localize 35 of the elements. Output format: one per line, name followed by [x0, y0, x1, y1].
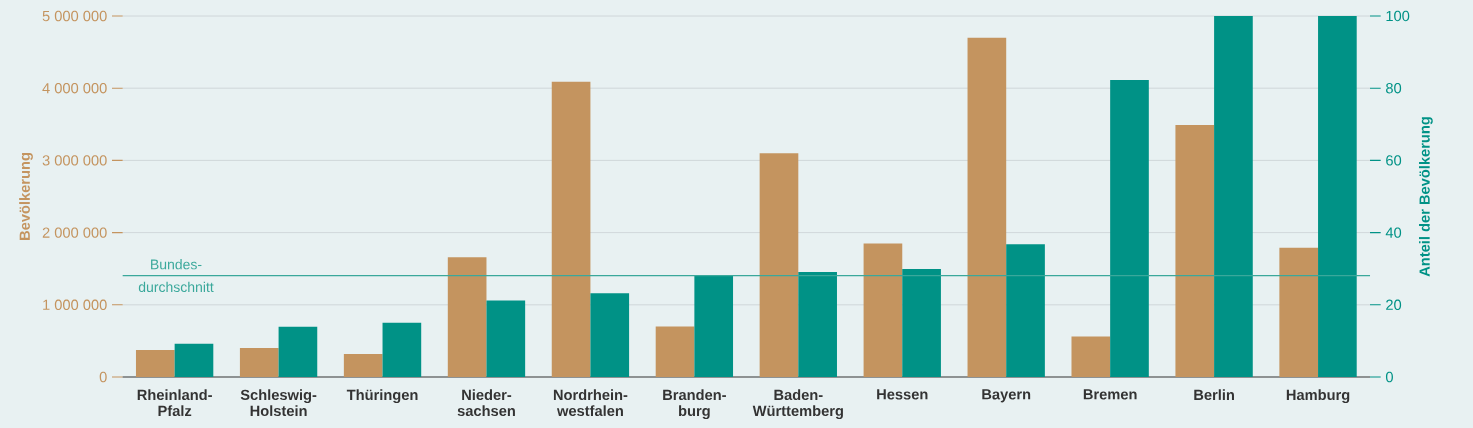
- y2-tick-label: 80: [1386, 83, 1402, 94]
- y-tick-label: 5 000 000: [42, 10, 107, 22]
- x-tick-label: Schleswig-Holstein: [240, 389, 317, 417]
- x-tick-label: Thüringen: [346, 389, 418, 404]
- bar: [1318, 16, 1357, 377]
- x-tick-label: Hamburg: [1286, 389, 1350, 404]
- ref-line-label: Bundes-durchschnitt: [138, 259, 214, 293]
- bar: [590, 293, 630, 377]
- x-tick-label: Baden-Württemberg: [752, 389, 843, 420]
- y-tick-label: 0: [99, 371, 107, 383]
- y2-tick-label: 0: [1385, 371, 1393, 383]
- x-tick-label: Hessen: [877, 389, 928, 400]
- y2-axis-title: Anteil der Bevölkerung: [1419, 117, 1433, 277]
- bar: [551, 81, 591, 377]
- y-tick-label: 4 000 000: [42, 83, 107, 94]
- y2-tick-label: 40: [1385, 227, 1402, 238]
- bar: [759, 153, 799, 377]
- x-tick-label: Nordrhein-westfalen: [553, 389, 628, 417]
- bar: [1071, 336, 1111, 377]
- y-tick-label: 3 000 000: [42, 155, 107, 166]
- bar: [382, 322, 422, 377]
- x-tick-label: Bremen: [1083, 389, 1137, 400]
- y-tick-label: 1 000 000: [43, 299, 107, 310]
- x-tick-label: Rheinland-Pfalz: [137, 389, 212, 417]
- y2-tick-label: 100: [1386, 10, 1410, 22]
- y2-tick-label: 60: [1386, 155, 1402, 166]
- bar: [967, 37, 1007, 377]
- y-tick-label: 2 000 000: [42, 227, 107, 238]
- bar: [1110, 79, 1149, 377]
- y2-tick-label: 20: [1386, 299, 1402, 310]
- x-tick-label: Bayern: [982, 389, 1031, 403]
- x-tick-label: Berlin: [1194, 389, 1234, 401]
- x-tick-label: Nieder-sachsen: [457, 389, 515, 417]
- x-tick-label: Branden-burg: [663, 389, 726, 420]
- y-axis-title: Bevölkerung: [19, 153, 33, 240]
